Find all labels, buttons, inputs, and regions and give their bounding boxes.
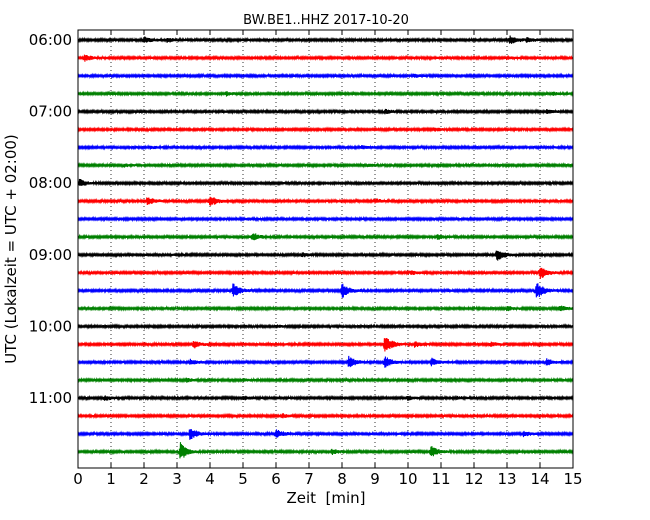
seismogram-traces: [77, 35, 574, 459]
y-tick-label: 10:00: [29, 317, 72, 335]
trace-row-0930: [77, 283, 574, 298]
trace-row-0815: [77, 196, 574, 206]
x-tick-label: 11: [431, 470, 450, 488]
x-tick-label: 2: [139, 470, 149, 488]
trace-row-0600: [77, 35, 574, 44]
trace-row-0615: [77, 54, 574, 62]
trace-row-0800: [77, 178, 574, 187]
x-tick-label: 14: [530, 470, 549, 488]
x-tick-label: 7: [304, 470, 314, 488]
y-axis-label: UTC (Lokalzeit = UTC + 02:00): [2, 134, 20, 364]
trace-row-1015: [77, 338, 574, 352]
y-axis: 06:00 07:00 08:00 09:00 10:00 11:00: [29, 31, 573, 407]
y-tick-label: 11:00: [29, 389, 72, 407]
trace-row-1100: [77, 394, 574, 402]
y-tick-label: 08:00: [29, 174, 72, 192]
trace-row-0915: [77, 267, 574, 279]
trace-row-1130: [77, 429, 574, 440]
trace-row-1030: [77, 355, 574, 368]
x-tick-label: 1: [106, 470, 116, 488]
y-tick-label: 09:00: [29, 246, 72, 264]
trace-row-0945: [77, 305, 574, 312]
x-tick-label: 5: [238, 470, 248, 488]
trace-row-0630: [77, 72, 574, 80]
x-tick-label: 15: [563, 470, 582, 488]
trace-row-0845: [77, 233, 574, 241]
x-tick-label: 0: [73, 470, 83, 488]
trace-row-1000: [77, 323, 574, 330]
x-axis: 0 1 2 3 4 5 6 7 8 9 10 11 12 13 14 15: [73, 30, 583, 488]
trace-row-0900: [77, 250, 574, 261]
chart-title: BW.BE1..HHZ 2017-10-20: [243, 13, 409, 28]
trace-row-0730: [77, 144, 574, 151]
x-tick-label: 8: [337, 470, 347, 488]
x-tick-label: 6: [271, 470, 281, 488]
trace-row-0700: [77, 108, 574, 115]
y-tick-label: 06:00: [29, 31, 72, 49]
x-tick-label: 9: [370, 470, 380, 488]
x-tick-label: 10: [398, 470, 417, 488]
x-axis-label: Zeit [min]: [286, 489, 365, 507]
trace-row-0745: [77, 161, 574, 169]
x-tick-label: 12: [464, 470, 483, 488]
trace-row-1045: [77, 376, 574, 384]
x-tick-label: 3: [172, 470, 182, 488]
y-tick-label: 07:00: [29, 103, 72, 121]
x-tick-label: 13: [497, 470, 516, 488]
x-tick-label: 4: [205, 470, 215, 488]
trace-row-0830: [77, 215, 574, 223]
trace-row-0645: [77, 90, 574, 98]
plot-frame: [77, 29, 574, 469]
trace-row-1145: [77, 442, 574, 459]
trace-row-1115: [77, 412, 574, 420]
trace-row-0715: [77, 126, 574, 133]
